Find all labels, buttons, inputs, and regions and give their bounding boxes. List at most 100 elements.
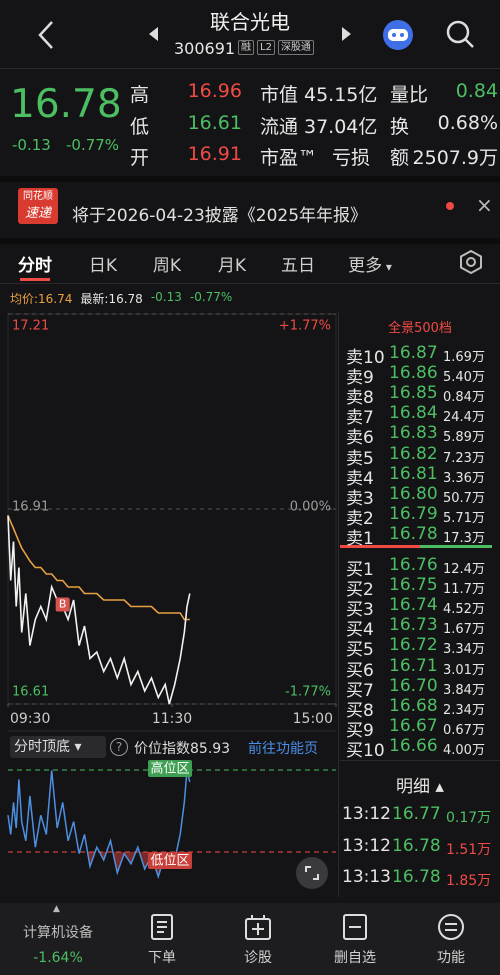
intraday-chart[interactable]: 17.21 16.91 16.61 +1.77% 0.00% -1.77% 09:30 11:… [0,0,340,735]
indicator-select[interactable]: 分时顶底 ▾ [10,736,106,758]
last-price: 最新:16.78 [80,290,142,307]
last-price: 16.78 [10,82,122,127]
book-volume: 5.40万 [443,370,485,386]
divider [340,760,500,761]
book-price: 16.75 [389,575,438,596]
book-volume: 5.89万 [443,430,485,446]
book-level: 买7 [346,680,374,701]
book-volume: 0.67万 [443,722,485,738]
trade-volume: 1.85万 [446,873,492,889]
book-volume: 11.7万 [443,582,485,598]
book-price: 16.87 [389,343,438,363]
book-level: 卖10 [346,348,385,368]
badge: L2 [257,40,275,55]
avg-price-line [7,515,190,621]
change-pct: -0.77% [66,136,120,154]
trade-time: 13:13 [342,867,391,887]
book-volume: 7.23万 [443,450,485,466]
order-icon [151,914,173,940]
logo-text: 速递 [24,206,51,221]
feature-link[interactable]: 前往功能页 [248,741,318,757]
book-price: 16.86 [389,363,438,384]
prev-stock[interactable] [149,27,158,41]
book-split [340,545,420,548]
nav-label[interactable]: 下单 [148,950,176,966]
tab[interactable]: 更多 ▾ [348,256,392,276]
book-price: 16.84 [389,403,438,424]
badges: 融 L2 深股通 [238,40,314,55]
book-volume: 2.34万 [443,702,485,718]
divider [0,176,500,182]
book-price: 16.72 [389,635,438,656]
stock-code: 300691 [174,39,236,58]
book-level: 买6 [346,660,374,681]
quote-label: 额 [390,147,410,169]
sector-change: -1.64% [33,950,83,966]
book-volume: 3.34万 [443,642,485,658]
nav-label[interactable]: 功能 [437,950,465,966]
value: 85.93 [190,741,231,757]
sector-name[interactable]: 计算机设备 [23,925,93,941]
zone-label: 高位区 [150,761,189,777]
low-zone-fill [8,852,190,877]
book-level: 卖1 [346,528,374,549]
trade-price: 16.78 [392,835,441,856]
book-price: 16.79 [389,503,438,524]
zone-badge [148,760,192,777]
expand-button[interactable] [296,857,328,889]
book-volume: 17.3万 [443,530,485,546]
robot-icon[interactable] [383,20,413,50]
next-stock[interactable] [342,27,351,41]
trade-price: 16.78 [392,867,441,887]
trade-volume: 0.17万 [446,810,492,826]
quote-value: 2507.9万 [412,147,498,169]
value: 16.78 [108,292,143,306]
settings-icon[interactable] [456,248,486,276]
y2-tick-label: 0.00% [290,500,331,515]
book-level: 卖3 [346,488,374,509]
signal-marker [55,597,70,612]
indicator-title: 分时顶底 [14,739,70,755]
quote-value: 16.91 [187,143,242,165]
tab[interactable]: 月K [217,256,247,276]
trade-volume: 1.51万 [446,841,492,858]
zone-badge [148,852,192,869]
book-price: 16.74 [389,595,438,616]
unread-dot [446,202,454,210]
back-button[interactable] [38,21,53,49]
notice-text[interactable]: 将于2026-04-23披露《2025年年报》 [72,206,368,226]
book-level: 买1 [346,560,374,580]
book-level: 卖2 [346,508,374,529]
book-volume: 3.36万 [443,470,485,486]
label: 均价: [10,292,39,306]
close-button[interactable]: × [476,193,493,217]
order-book-title[interactable]: 全景500档 [388,321,452,336]
tab[interactable]: 日K [88,256,118,276]
book-level: 买3 [346,600,374,621]
search-icon[interactable] [446,20,474,48]
nav-label[interactable]: 诊股 [244,950,272,966]
book-level: 买10 [346,740,385,761]
quote-label: 换 [390,116,410,138]
book-volume: 3.84万 [443,682,485,698]
expand-icon [305,866,319,880]
quote-label: 开 [130,147,150,169]
tab[interactable]: 周K [152,256,182,276]
tab[interactable]: 五日 [281,256,315,276]
tab[interactable]: 分时 [18,256,52,276]
quote-label: 低 [130,116,150,138]
help-icon[interactable]: ? [110,738,128,756]
nav-label[interactable]: 删自选 [334,950,376,966]
label: 最新: [80,292,109,306]
y-tick-label: 16.61 [12,685,49,700]
badge: 深股通 [277,40,314,55]
change-pct: -0.77% [189,290,233,304]
detail-title[interactable]: 明细 ▴ [396,777,444,797]
book-price: 16.85 [389,383,438,404]
divider [0,283,500,284]
book-volume: 24.4万 [443,410,485,426]
book-volume: 1.67万 [443,622,485,638]
book-price: 16.68 [389,695,438,716]
x-tick-label: 11:30 [152,711,192,727]
